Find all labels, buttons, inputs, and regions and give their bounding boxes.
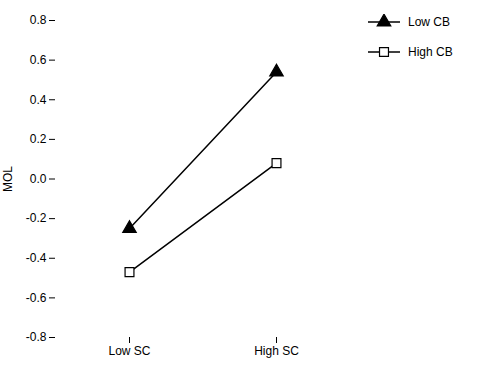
html-text:High CB: High CB bbox=[408, 45, 453, 59]
svg-text:-0.8: -0.8 bbox=[26, 330, 47, 344]
svg-text:0.8: 0.8 bbox=[30, 13, 47, 27]
svg-text:0.6: 0.6 bbox=[30, 53, 47, 67]
svg-text:-0.2: -0.2 bbox=[26, 211, 47, 225]
svg-text:MOL: MOL bbox=[1, 166, 15, 192]
svg-text:0.0: 0.0 bbox=[30, 172, 47, 186]
svg-text:0.2: 0.2 bbox=[30, 132, 47, 146]
html-text:Low CB: Low CB bbox=[408, 15, 450, 29]
svg-text:-0.4: -0.4 bbox=[26, 251, 47, 265]
svg-text:-0.6: -0.6 bbox=[26, 291, 47, 305]
svg-text:High SC: High SC bbox=[254, 344, 299, 358]
svg-text:Low SC: Low SC bbox=[108, 344, 150, 358]
svg-text:0.4: 0.4 bbox=[30, 93, 47, 107]
